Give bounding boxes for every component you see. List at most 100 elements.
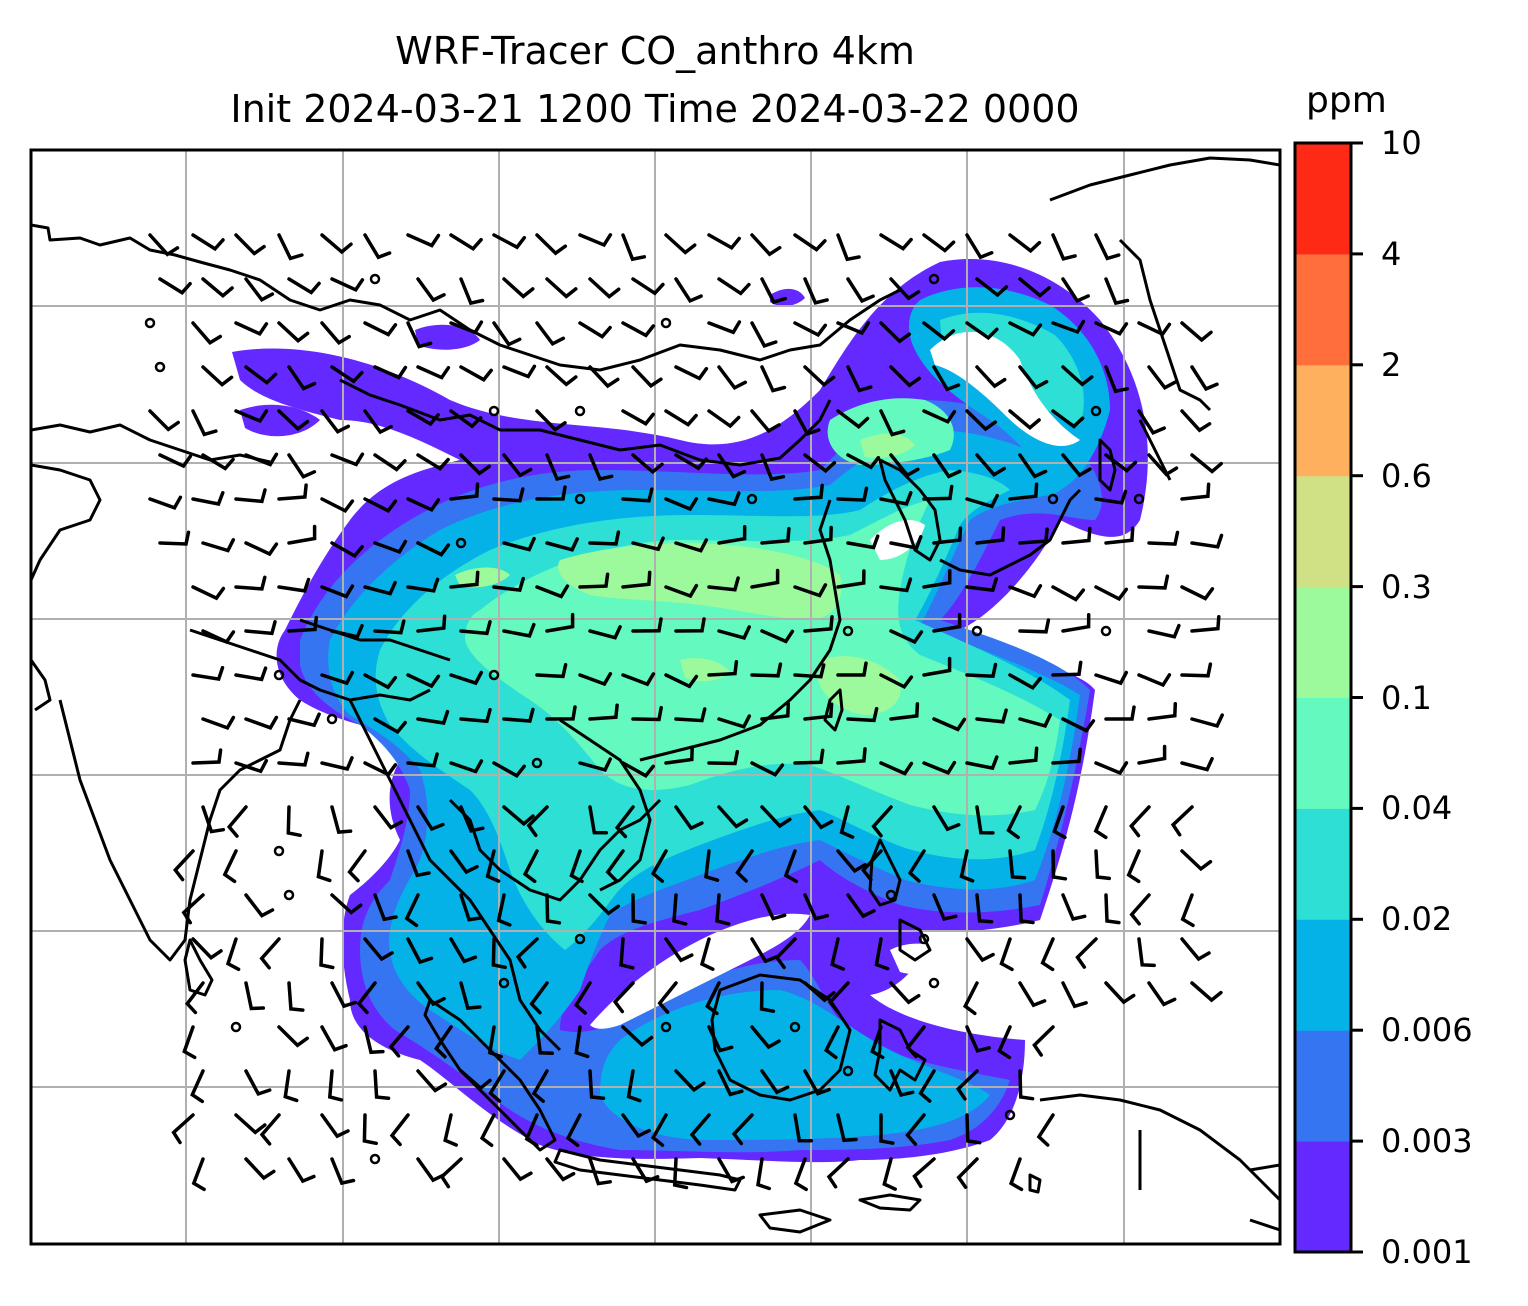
- wind-barb: [828, 981, 850, 1014]
- wind-barb: [449, 670, 484, 686]
- colorbar-segment-0.003: [1295, 1030, 1351, 1142]
- wind-barb: [879, 577, 913, 593]
- wind-barb: [158, 453, 193, 469]
- wind-barb: [347, 849, 367, 883]
- wind-barb: [234, 1113, 267, 1135]
- wind-barb: [823, 1025, 840, 1060]
- wind-barb: [715, 893, 731, 926]
- wind-barb: [707, 409, 741, 429]
- wind-barb: [545, 537, 579, 552]
- calm-wind-marker: [1047, 493, 1059, 505]
- wind-barb: [774, 937, 797, 970]
- wind-barb: [664, 937, 694, 963]
- wind-barb: [932, 365, 961, 392]
- calm-wind-marker: [154, 361, 166, 373]
- wind-barb: [1051, 233, 1077, 261]
- wind-barb: [836, 1113, 858, 1143]
- wind-barb: [1008, 1157, 1024, 1192]
- wind-barb: [234, 758, 269, 774]
- calm-wind-marker: [1004, 1109, 1016, 1121]
- wind-barb: [803, 805, 834, 830]
- wind-barb: [416, 614, 447, 633]
- wind-barb: [535, 321, 566, 347]
- wind-barb: [502, 805, 535, 827]
- wind-barb: [959, 849, 975, 883]
- wind-barb: [449, 570, 480, 589]
- calm-wind-marker: [789, 1021, 801, 1033]
- wind-barb: [889, 535, 923, 551]
- wind-barb: [320, 584, 355, 599]
- wind-barb: [1051, 409, 1085, 429]
- wind-barb: [1075, 937, 1098, 969]
- calm-wind-marker: [230, 1021, 242, 1033]
- wind-barb: [803, 615, 834, 633]
- wind-barb: [535, 584, 570, 599]
- wind-barb: [631, 617, 663, 633]
- wind-barb: [443, 1113, 458, 1147]
- wind-barb: [148, 495, 183, 510]
- wind-barb: [1137, 321, 1172, 337]
- calm-wind-marker: [842, 1065, 854, 1077]
- wind-barb: [522, 849, 539, 884]
- wind-barb: [588, 1069, 606, 1101]
- wind-barb: [222, 849, 238, 884]
- wind-barb: [191, 1157, 206, 1192]
- wind-barb: [1008, 673, 1042, 691]
- wind-barb: [717, 277, 751, 296]
- wind-barb: [1093, 805, 1108, 840]
- calm-wind-marker: [918, 933, 930, 945]
- wind-barb: [320, 321, 351, 345]
- wind-barb: [1094, 761, 1129, 776]
- wind-barb: [750, 937, 779, 964]
- wind-barb: [201, 629, 236, 645]
- wind-barb: [760, 365, 787, 393]
- wind-barb: [1032, 1025, 1055, 1057]
- wind-barb: [319, 937, 335, 970]
- wind-barb: [449, 759, 484, 774]
- wind-barb: [406, 321, 433, 349]
- wind-barb: [664, 583, 699, 599]
- wind-barb: [406, 752, 439, 768]
- wind-barb: [879, 673, 914, 690]
- colorbar-segment-0.006: [1295, 919, 1351, 1031]
- wind-barb: [363, 497, 398, 514]
- wind-barb: [965, 321, 999, 341]
- wind-barb: [1018, 527, 1049, 545]
- wind-barb: [496, 893, 512, 927]
- wind-barb: [492, 233, 527, 250]
- wind-barb: [846, 277, 875, 304]
- wind-barb: [1008, 482, 1039, 501]
- wind-barb: [363, 409, 393, 435]
- wind-barb: [320, 756, 354, 771]
- wind-barb: [874, 937, 890, 971]
- wind-barb: [750, 761, 785, 777]
- wind-barb: [631, 893, 647, 925]
- wind-barb: [614, 805, 635, 839]
- wind-barb: [907, 849, 926, 883]
- wind-barb: [760, 629, 795, 644]
- wind-barb: [1147, 701, 1178, 721]
- wind-barb: [416, 709, 450, 725]
- wind-barb: [1190, 713, 1224, 728]
- wind-barb: [750, 662, 783, 678]
- colorbar-segment-0.6: [1295, 364, 1351, 477]
- wind-barb: [803, 525, 833, 545]
- wind-barb: [1061, 981, 1088, 1009]
- wind-barb: [759, 981, 776, 1013]
- wind-barb: [889, 981, 921, 1005]
- wind-barb: [1018, 713, 1052, 728]
- wind-barb: [578, 671, 613, 687]
- wind-barb: [879, 1113, 895, 1145]
- wind-barb: [631, 365, 663, 389]
- wind-barb: [259, 1113, 281, 1146]
- wind-barb: [524, 1113, 539, 1148]
- wind-barb: [1061, 717, 1096, 733]
- wind-barb: [962, 981, 979, 1016]
- wind-barb: [879, 490, 913, 506]
- wind-barb: [234, 233, 266, 256]
- wind-barb: [846, 365, 873, 393]
- wind-barb: [406, 409, 440, 427]
- wind-barb: [1147, 453, 1179, 477]
- wind-barb: [545, 705, 577, 721]
- wind-barb: [965, 755, 999, 771]
